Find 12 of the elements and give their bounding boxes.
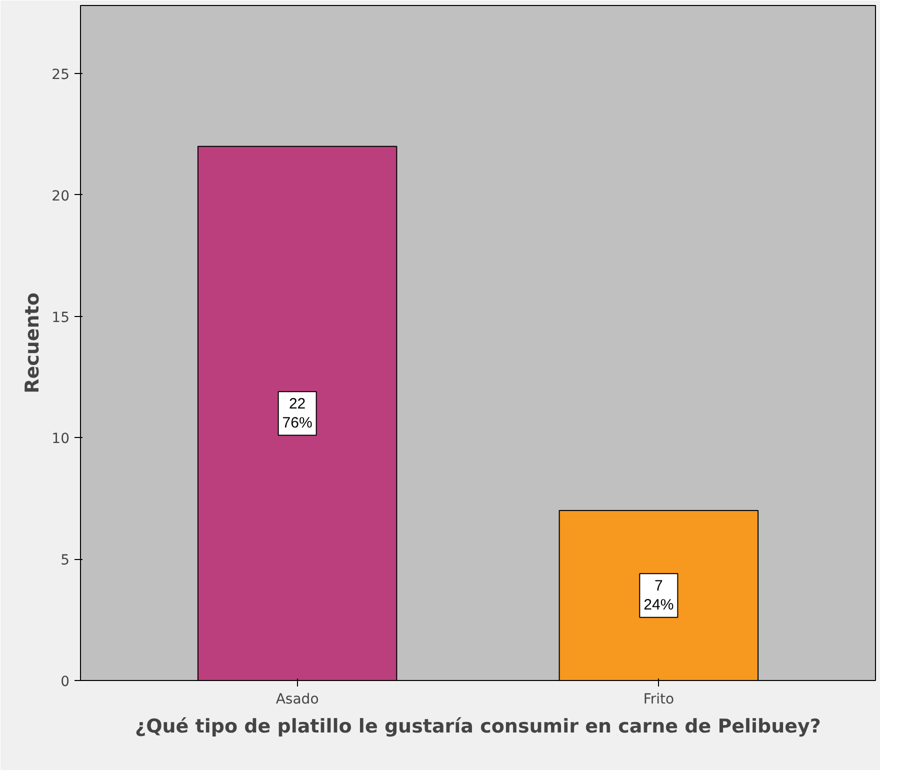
data-label: 7 24% — [644, 578, 674, 614]
y-tick-label: 10 — [52, 431, 70, 448]
y-axis-title: Recuento — [22, 292, 44, 394]
y-tick-label: 15 — [52, 310, 70, 326]
y-tick-label: 20 — [52, 188, 70, 204]
x-tick-label: Frito — [643, 692, 674, 708]
x-tick-label: Asado — [276, 692, 319, 708]
x-axis-title: ¿Qué tipo de platillo le gustaría consumir en carne de Pelibuey? — [135, 716, 821, 738]
data-label: 22 76% — [282, 396, 312, 432]
y-tick-label: 5 — [60, 552, 70, 569]
y-tick-label: 25 — [52, 66, 70, 83]
y-tick-label: 0 — [60, 674, 70, 690]
